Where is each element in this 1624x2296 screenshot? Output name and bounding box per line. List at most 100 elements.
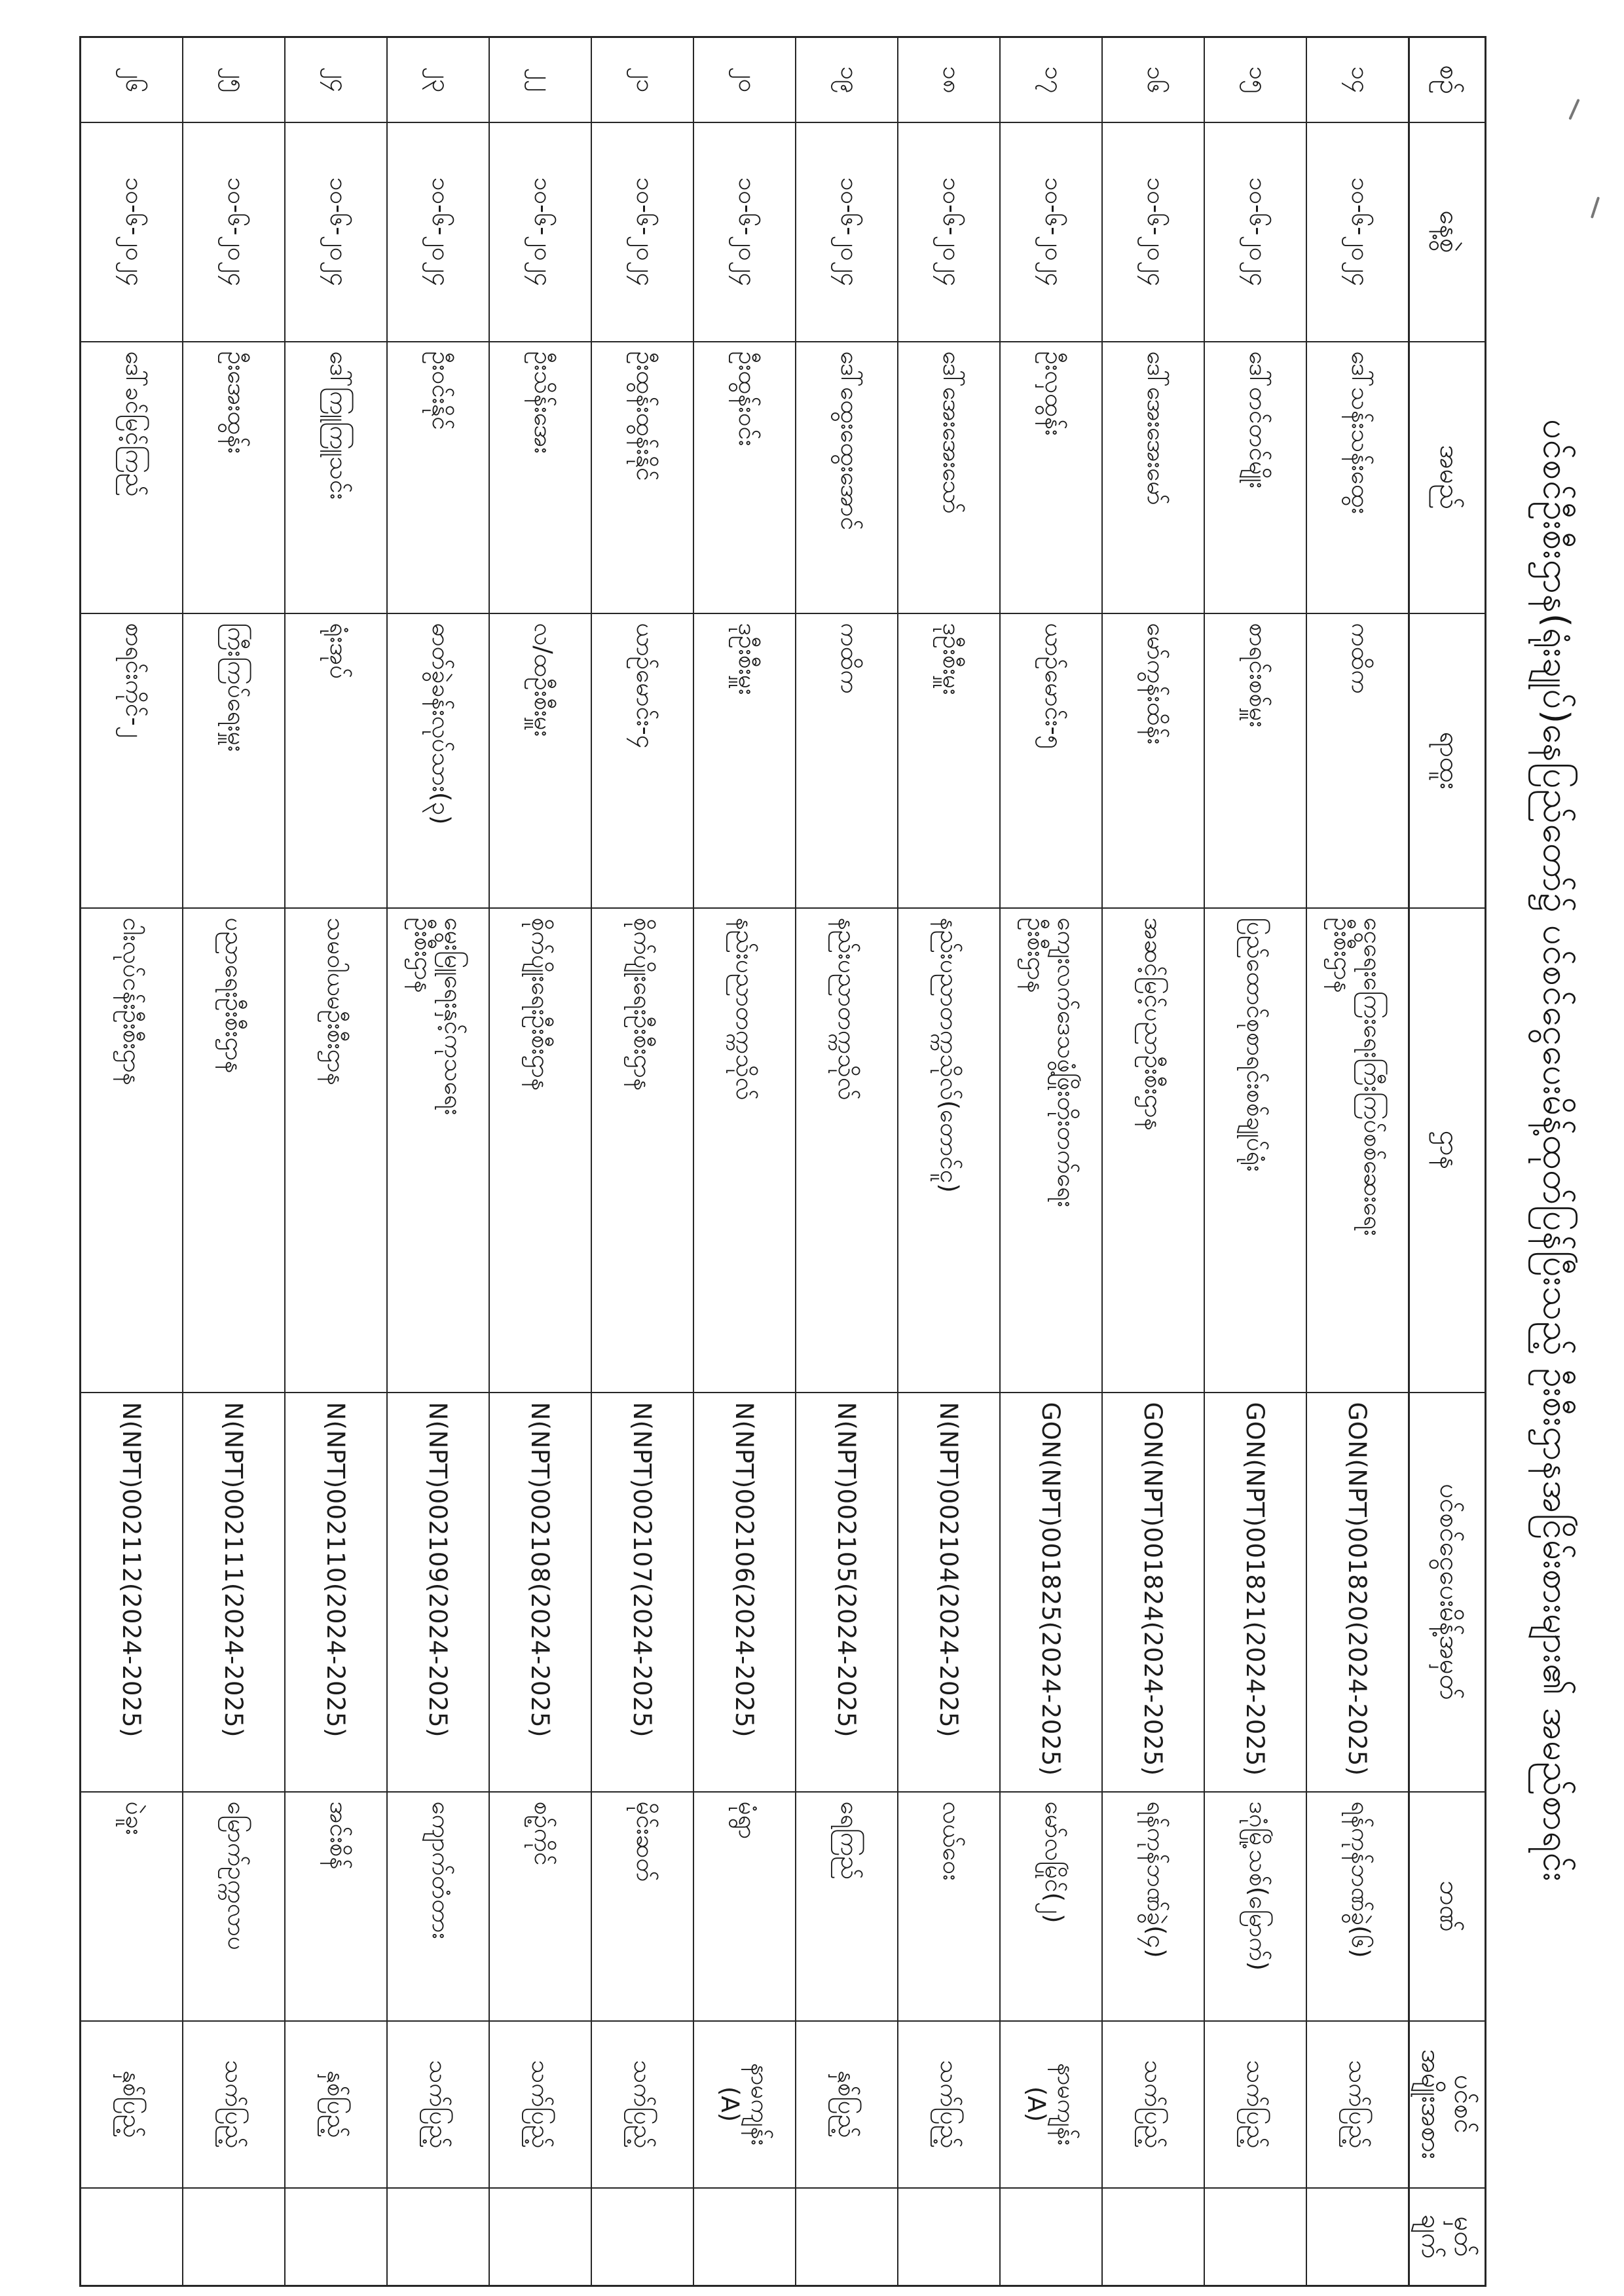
- order-no-cell: N(NPT)002108(2024-2025): [489, 1392, 591, 1792]
- date-cell: ၁၀-၆-၂၀၂၄: [1102, 122, 1204, 342]
- order-no-cell: N(NPT)002109(2024-2025): [387, 1392, 489, 1792]
- serial-cell: ၂၂: [489, 37, 591, 122]
- bank-cell: မြောက်ဥက္ကလာပ: [183, 1791, 285, 2021]
- header-pension-type-line2: အမျိုးအစား: [1416, 2049, 1446, 2159]
- department-cell-line: သမဝါယမဦးစီးဌာန: [322, 917, 351, 1085]
- pension-type-cell: နာမကျန်း (A): [693, 2020, 796, 2188]
- pension-type-cell: နှစ်ပြည့်: [796, 2020, 898, 2188]
- remark-cell: [1102, 2187, 1204, 2286]
- department-cell: နည်းပညာတက္ကသိုလ်: [796, 907, 898, 1393]
- pension-type-cell-line: သက်ပြည့်: [424, 2060, 453, 2149]
- table-row: ၂၄ ၁၀-၆-၂၀၂၄ ဒေါ်ကြူကြူသင်း ရုံးအုပ် သမဝါယမဦ…: [285, 37, 387, 2286]
- pen-tick-mark: [1568, 98, 1580, 120]
- table-row: ၂၆ ၁၀-၆-၂၀၂၄ ဒေါ်ခင်မြင့်ကြည် စာရင်းကိုင်-၂…: [80, 37, 183, 2286]
- pension-type-cell-line: သက်ပြည့်: [935, 2060, 964, 2149]
- pension-type-cell-line: (A): [1022, 2086, 1050, 2123]
- department-cell-line: ဦးစီးဌာန: [409, 917, 437, 993]
- department-cell-line: အဆင့်မြင့်ပညာဦးစီးဌာန: [1139, 917, 1168, 1131]
- table-row: ၁၇ ၁၀-၆-၂၀၂၄ ဦးလှထွန်း ယာဉ်မောင်း-၅ ကျေးလက်ဒ…: [1000, 37, 1102, 2286]
- header-bank: ဘဏ်: [1409, 1791, 1486, 2021]
- date-cell: ၁၀-၆-၂၀၂၄: [1000, 122, 1102, 342]
- serial-cell: ၁၅: [1204, 37, 1306, 122]
- remark-cell: [693, 2187, 796, 2286]
- department-cell-line: ပြည်ထောင်စုစာရင်းစစ်ချုပ်ရုံး: [1242, 917, 1270, 1172]
- header-pension-type: ပင်စင် အမျိုးအစား: [1409, 2020, 1486, 2188]
- remark-cell: [489, 2187, 591, 2286]
- date-cell: ၁၀-၆-၂၀၂၄: [1306, 122, 1409, 342]
- name-cell: ဒေါ်သန်းသန်းထွေး: [1306, 341, 1409, 613]
- pension-type-cell: သက်ပြည့်: [1204, 2020, 1306, 2188]
- position-cell: ယာဉ်မောင်း-၅: [1000, 613, 1102, 908]
- table-body: ၁၄ ၁၀-၆-၂၀၂၄ ဒေါ်သန်းသန်းထွေး ကထိက ငွေရေးကြေ…: [80, 37, 1409, 2286]
- header-name: အမည်: [1409, 341, 1486, 613]
- position-cell: ကထိက: [1306, 613, 1409, 908]
- order-no-cell: GON(NPT)001824(2024-2025): [1102, 1392, 1204, 1792]
- pension-type-cell: သက်ပြည့်: [898, 2020, 1000, 2188]
- position-cell: စာရင်းကိုင်-၂: [80, 613, 183, 908]
- position-cell: မော်ကွန်းထိန်း: [1102, 613, 1204, 908]
- table-row: ၂၅ ၁၀-၆-၂၀၂၄ ဦးအေးထွန်း ကြီးကြပ်ရေးမှူး ပညာရ…: [183, 37, 285, 2286]
- name-cell: ဒေါ်တင်တင်မျိုး: [1204, 341, 1306, 613]
- table-row: ၁၆ ၁၀-၆-၂၀၂၄ ဒေါ်အေးအေးမော် မော်ကွန်းထိန်းအ…: [1102, 37, 1204, 2286]
- pension-type-cell: သက်ပြည့်: [1306, 2020, 1409, 2188]
- name-cell: ဒေါ်ခင်မြင့်ကြည်: [80, 341, 183, 613]
- table-row: ၂၃ ၁၀-၆-၂၀၂၄ ဦးဝင်းနိုင် ဓာတ်ခွဲခန်းလုပ်သား…: [387, 37, 489, 2286]
- remark-cell: [80, 2187, 183, 2286]
- position-cell: လ/ထဦးစီးမှူး: [489, 613, 591, 908]
- pension-type-cell-line: သက်ပြည့်: [1139, 2060, 1168, 2149]
- order-no-cell: N(NPT)002111(2024-2025): [183, 1392, 285, 1792]
- department-cell-line: ဦးစီးဌာန: [1329, 917, 1357, 993]
- serial-cell: ၁၄: [1306, 37, 1409, 122]
- bank-cell: လယ်ဝေး: [898, 1791, 1000, 2021]
- department-cell: ပြည်ထောင်စုစာရင်းစစ်ချုပ်ရုံး: [1204, 907, 1306, 1393]
- date-cell: ၁၀-၆-၂၀၂၄: [693, 122, 796, 342]
- remark-cell: [387, 2187, 489, 2286]
- remark-cell: [1000, 2187, 1102, 2286]
- pension-type-cell-line: နှစ်ပြည့်: [322, 2070, 351, 2138]
- serial-cell: ၂၁: [591, 37, 693, 122]
- pension-type-cell: နှစ်ပြည့်: [285, 2020, 387, 2188]
- serial-cell: ၁၈: [898, 37, 1000, 122]
- table-row: ၁၄ ၁၀-၆-၂၀၂၄ ဒေါ်သန်းသန်းထွေး ကထိက ငွေရေးကြေ…: [1306, 37, 1409, 2286]
- department-cell: ငွေရေးကြေးရေးကြီးကြပ်စစ်ဆေးရေး ဦးစီးဌာန: [1306, 907, 1409, 1393]
- department-cell: ငါးလုပ်ငန်းဦးစီးဌာန: [80, 907, 183, 1393]
- bank-cell: ကျောက်တံတား: [387, 1791, 489, 2021]
- header-no: စဉ်: [1409, 37, 1486, 122]
- serial-cell: ၂၃: [387, 37, 489, 122]
- department-cell-line: ဦးစီးဌာန: [1022, 917, 1050, 993]
- name-cell: ဦးဝင်းနိုင်: [387, 341, 489, 613]
- department-cell: စိုက်ပျိုးရေးဦးစီးဌာန: [489, 907, 591, 1393]
- bank-cell: ပဲခူး: [80, 1791, 183, 2021]
- name-cell: ဦးလှထွန်း: [1000, 341, 1102, 613]
- pension-type-cell: သက်ပြည့်: [1102, 2020, 1204, 2188]
- position-cell: ရုံးအုပ်: [285, 613, 387, 908]
- position-cell: စာရင်းစစ်မှူး: [1204, 613, 1306, 908]
- department-cell-line: နည်းပညာတက္ကသိုလ်(တောင်ငူ): [935, 917, 964, 1193]
- bank-cell: စဉ့်ကိုင်: [489, 1791, 591, 2021]
- bank-cell: ရန်ကုန်ဘဏ်ခွဲ(၆): [1306, 1791, 1409, 2021]
- department-cell: ကျေးလက်ဒေသဖွံ့ဖြိုးတိုးတက်ရေး ဦးစီးဌာန: [1000, 907, 1102, 1393]
- bank-cell: ဒဂုံမြို့သစ်(မြောက်): [1204, 1791, 1306, 2021]
- date-cell: ၁၀-၆-၂၀၂၄: [591, 122, 693, 342]
- name-cell: ဦးထွန်းထွန်းနိုင်: [591, 341, 693, 613]
- pension-type-cell: နှစ်ပြည့်: [80, 2020, 183, 2188]
- bank-cell: ရန်ကုန်ဘဏ်ခွဲ(၄): [1102, 1791, 1204, 2021]
- pension-type-cell-line: နာမကျန်း: [1052, 2062, 1081, 2146]
- pension-type-cell-line: နှစ်ပြည့်: [833, 2070, 862, 2138]
- department-cell: နည်းပညာတက္ကသိုလ်(တောင်ငူ): [898, 907, 1000, 1393]
- date-cell: ၁၀-၆-၂၀၂၄: [387, 122, 489, 342]
- header-position: ရာထူး: [1409, 613, 1486, 908]
- header-pension-type-line1: ပင်စင်: [1449, 2075, 1479, 2134]
- pension-type-cell-line: သက်ပြည့်: [629, 2060, 657, 2149]
- bank-cell: အင်းစိန်: [285, 1791, 387, 2021]
- department-cell: ပညာရေးဦးစီးဌာန: [183, 907, 285, 1393]
- header-remark: မှတ် ချက်: [1409, 2187, 1486, 2286]
- department-cell-line: ငါးလုပ်ငန်းဦးစီးဌာန: [118, 917, 147, 1085]
- order-no-cell: N(NPT)002105(2024-2025): [796, 1392, 898, 1792]
- order-no-cell: N(NPT)002112(2024-2025): [80, 1392, 183, 1792]
- date-cell: ၁၀-၆-၂၀၂၄: [898, 122, 1000, 342]
- order-no-cell: N(NPT)002104(2024-2025): [898, 1392, 1000, 1792]
- pension-type-cell-line: နှစ်ပြည့်: [118, 2070, 147, 2138]
- department-cell-line: မွေးမြူရေးနှင့်ကုသရေး: [439, 917, 468, 1116]
